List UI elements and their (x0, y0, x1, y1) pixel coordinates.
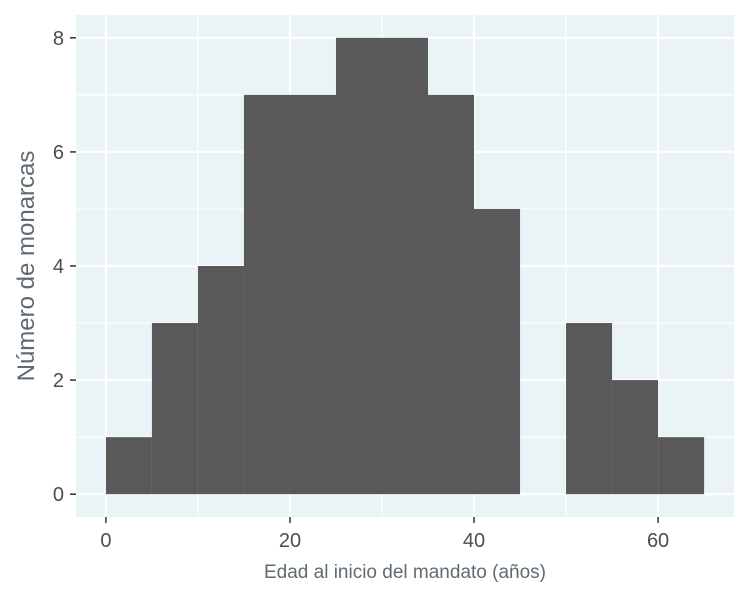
x-axis-title: Edad al inicio del mandato (años) (264, 562, 546, 583)
y-tick-label: 6 (53, 142, 64, 164)
bars (105, 37, 705, 495)
y-axis-title: Número de monarcas (13, 151, 40, 382)
histogram-bar (105, 437, 152, 495)
y-tick-label: 0 (53, 484, 64, 506)
histogram-bar (381, 37, 429, 495)
histogram-bar (197, 266, 244, 495)
y-tick-label: 4 (53, 256, 64, 278)
histogram-bar (658, 437, 705, 495)
x-tick-label: 20 (279, 530, 301, 552)
y-tick-label: 2 (53, 370, 64, 392)
histogram-bar (335, 37, 382, 495)
histogram-bar (612, 380, 659, 495)
y-tick-label: 8 (53, 28, 64, 50)
histogram-bar (289, 94, 336, 495)
x-tick-label: 0 (100, 530, 111, 552)
histogram-bar (243, 94, 290, 495)
histogram-bar (151, 323, 198, 495)
histogram-bar (474, 208, 521, 495)
axes: 0 20 40 60 0 2 4 6 8 (53, 28, 669, 552)
x-tick-label: 40 (463, 530, 485, 552)
x-tick-label: 60 (647, 530, 669, 552)
histogram-bar (566, 323, 613, 495)
histogram-bar (428, 94, 475, 495)
